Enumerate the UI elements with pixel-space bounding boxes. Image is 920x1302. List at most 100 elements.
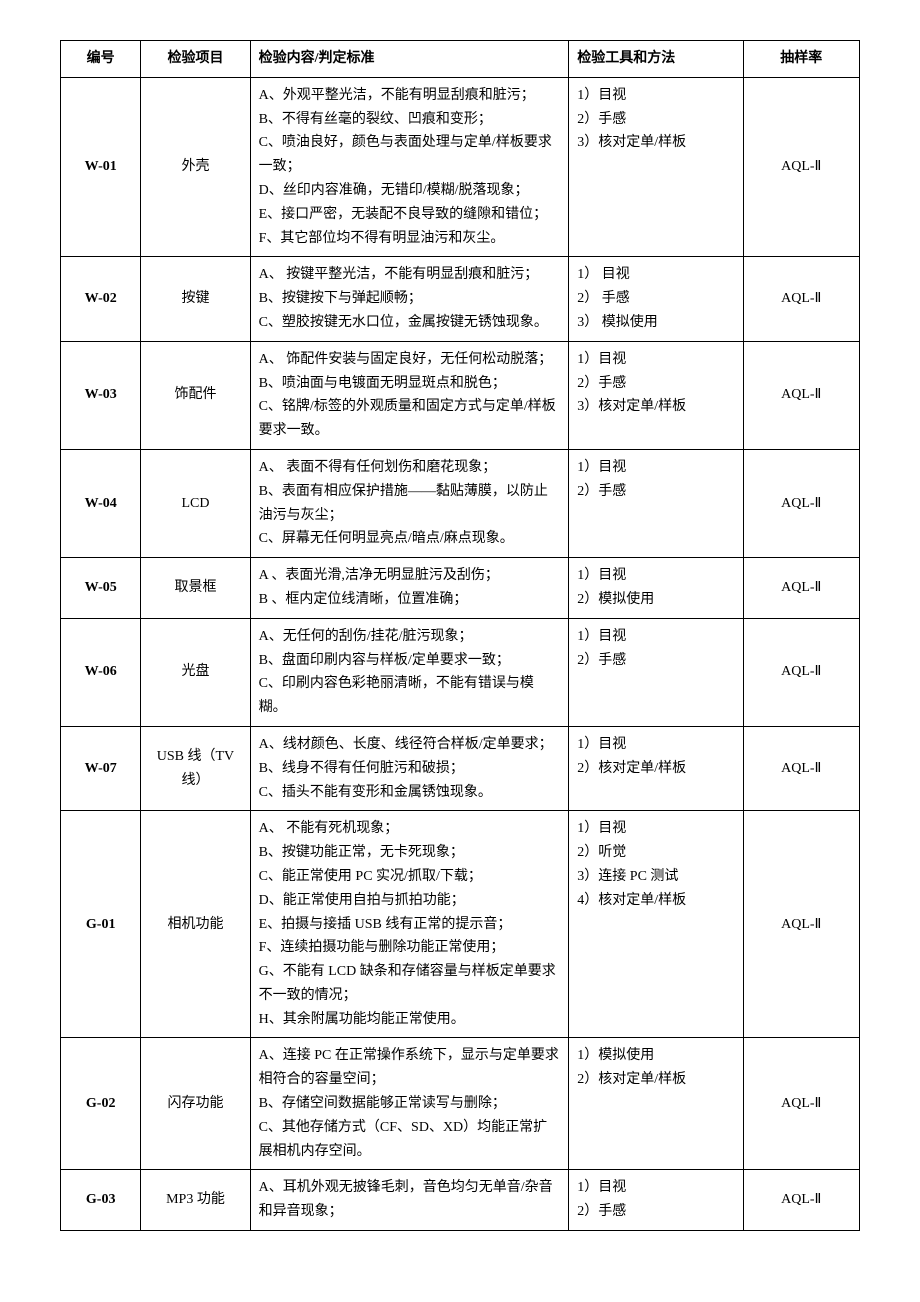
cell-content: A、 按键平整光洁，不能有明显刮痕和脏污；B、按键按下与弹起顺畅；C、塑胶按键无… xyxy=(250,257,569,341)
content-line: A、耳机外观无披锋毛刺，音色均匀无单音/杂音和异音现象； xyxy=(259,1176,561,1224)
cell-content: A 、表面光滑,洁净无明显脏污及刮伤；B 、框内定位线清晰，位置准确； xyxy=(250,558,569,619)
content-line: B、喷油面与电镀面无明显斑点和脱色； xyxy=(259,372,561,396)
method-line: 2）核对定单/样板 xyxy=(577,1068,734,1092)
cell-method: 1）目视2）听觉3）连接 PC 测试4）核对定单/样板 xyxy=(569,811,743,1038)
cell-item: LCD xyxy=(141,449,250,557)
method-line: 2）模拟使用 xyxy=(577,588,734,612)
cell-rate: AQL-Ⅱ xyxy=(743,1038,859,1170)
method-line: 2）手感 xyxy=(577,480,734,504)
cell-item: 光盘 xyxy=(141,618,250,726)
content-line: C、铭牌/标签的外观质量和固定方式与定单/样板要求一致。 xyxy=(259,395,561,443)
method-line: 2） 手感 xyxy=(577,287,734,311)
content-line: B、按键按下与弹起顺畅； xyxy=(259,287,561,311)
cell-rate: AQL-Ⅱ xyxy=(743,257,859,341)
table-row: G-01相机功能A、 不能有死机现象；B、按键功能正常，无卡死现象；C、能正常使… xyxy=(61,811,860,1038)
cell-rate: AQL-Ⅱ xyxy=(743,726,859,810)
method-line: 2）核对定单/样板 xyxy=(577,757,734,781)
cell-id: G-01 xyxy=(61,811,141,1038)
cell-rate: AQL-Ⅱ xyxy=(743,341,859,449)
method-line: 1）模拟使用 xyxy=(577,1044,734,1068)
content-line: B、线身不得有任何脏污和破损； xyxy=(259,757,561,781)
method-line: 4）核对定单/样板 xyxy=(577,889,734,913)
method-line: 2）手感 xyxy=(577,108,734,132)
content-line: F、其它部位均不得有明显油污和灰尘。 xyxy=(259,227,561,251)
cell-content: A、无任何的刮伤/挂花/脏污现象；B、盘面印刷内容与样板/定单要求一致；C、印刷… xyxy=(250,618,569,726)
header-id: 编号 xyxy=(61,41,141,78)
header-content: 检验内容/判定标准 xyxy=(250,41,569,78)
cell-item: 按键 xyxy=(141,257,250,341)
cell-method: 1）目视2）手感3）核对定单/样板 xyxy=(569,341,743,449)
method-line: 1） 目视 xyxy=(577,263,734,287)
method-line: 2）手感 xyxy=(577,372,734,396)
table-row: W-01外壳A、外观平整光洁，不能有明显刮痕和脏污；B、不得有丝毫的裂纹、凹痕和… xyxy=(61,77,860,257)
content-line: C、印刷内容色彩艳丽清晰，不能有错误与模糊。 xyxy=(259,672,561,720)
cell-item: 闪存功能 xyxy=(141,1038,250,1170)
content-line: G、不能有 LCD 缺条和存储容量与样板定单要求不一致的情况； xyxy=(259,960,561,1008)
cell-method: 1）目视2）核对定单/样板 xyxy=(569,726,743,810)
content-line: E、接口严密，无装配不良导致的缝隙和错位； xyxy=(259,203,561,227)
content-line: B、存储空间数据能够正常读写与删除； xyxy=(259,1092,561,1116)
content-line: B、不得有丝毫的裂纹、凹痕和变形； xyxy=(259,108,561,132)
content-line: B、盘面印刷内容与样板/定单要求一致； xyxy=(259,649,561,673)
content-line: B、按键功能正常，无卡死现象； xyxy=(259,841,561,865)
table-row: W-03饰配件A、 饰配件安装与固定良好，无任何松动脱落；B、喷油面与电镀面无明… xyxy=(61,341,860,449)
cell-rate: AQL-Ⅱ xyxy=(743,449,859,557)
cell-rate: AQL-Ⅱ xyxy=(743,1170,859,1231)
method-line: 2）手感 xyxy=(577,1200,734,1224)
cell-content: A、连接 PC 在正常操作系统下，显示与定单要求相符合的容量空间；B、存储空间数… xyxy=(250,1038,569,1170)
cell-id: W-07 xyxy=(61,726,141,810)
inspection-table: 编号 检验项目 检验内容/判定标准 检验工具和方法 抽样率 W-01外壳A、外观… xyxy=(60,40,860,1231)
cell-id: G-02 xyxy=(61,1038,141,1170)
cell-content: A、 表面不得有任何划伤和磨花现象；B、表面有相应保护措施——黏贴薄膜，以防止油… xyxy=(250,449,569,557)
method-line: 3） 模拟使用 xyxy=(577,311,734,335)
cell-content: A、线材颜色、长度、线径符合样板/定单要求；B、线身不得有任何脏污和破损；C、插… xyxy=(250,726,569,810)
method-line: 3）核对定单/样板 xyxy=(577,395,734,419)
cell-method: 1） 目视2） 手感3） 模拟使用 xyxy=(569,257,743,341)
table-row: G-02闪存功能A、连接 PC 在正常操作系统下，显示与定单要求相符合的容量空间… xyxy=(61,1038,860,1170)
content-line: B、表面有相应保护措施——黏贴薄膜，以防止油污与灰尘； xyxy=(259,480,561,528)
content-line: A、线材颜色、长度、线径符合样板/定单要求； xyxy=(259,733,561,757)
content-line: D、能正常使用自拍与抓拍功能； xyxy=(259,889,561,913)
content-line: A、 按键平整光洁，不能有明显刮痕和脏污； xyxy=(259,263,561,287)
cell-rate: AQL-Ⅱ xyxy=(743,618,859,726)
content-line: A、连接 PC 在正常操作系统下，显示与定单要求相符合的容量空间； xyxy=(259,1044,561,1092)
cell-id: W-06 xyxy=(61,618,141,726)
cell-method: 1）目视2）手感3）核对定单/样板 xyxy=(569,77,743,257)
content-line: A、无任何的刮伤/挂花/脏污现象； xyxy=(259,625,561,649)
content-line: A、 表面不得有任何划伤和磨花现象； xyxy=(259,456,561,480)
method-line: 1）目视 xyxy=(577,1176,734,1200)
cell-id: W-02 xyxy=(61,257,141,341)
content-line: C、屏幕无任何明显亮点/暗点/麻点现象。 xyxy=(259,527,561,551)
method-line: 1）目视 xyxy=(577,817,734,841)
method-line: 1）目视 xyxy=(577,348,734,372)
content-line: A、 饰配件安装与固定良好，无任何松动脱落； xyxy=(259,348,561,372)
content-line: C、插头不能有变形和金属锈蚀现象。 xyxy=(259,781,561,805)
cell-item: 取景框 xyxy=(141,558,250,619)
cell-content: A、耳机外观无披锋毛刺，音色均匀无单音/杂音和异音现象； xyxy=(250,1170,569,1231)
cell-method: 1）目视2）手感 xyxy=(569,618,743,726)
table-row: W-02按键A、 按键平整光洁，不能有明显刮痕和脏污；B、按键按下与弹起顺畅；C… xyxy=(61,257,860,341)
method-line: 1）目视 xyxy=(577,456,734,480)
method-line: 2）手感 xyxy=(577,649,734,673)
method-line: 1）目视 xyxy=(577,733,734,757)
content-line: D、丝印内容准确，无错印/模糊/脱落现象； xyxy=(259,179,561,203)
cell-id: W-03 xyxy=(61,341,141,449)
header-method: 检验工具和方法 xyxy=(569,41,743,78)
content-line: A 、表面光滑,洁净无明显脏污及刮伤； xyxy=(259,564,561,588)
cell-item: 外壳 xyxy=(141,77,250,257)
table-header-row: 编号 检验项目 检验内容/判定标准 检验工具和方法 抽样率 xyxy=(61,41,860,78)
cell-item: 饰配件 xyxy=(141,341,250,449)
cell-method: 1）目视2）模拟使用 xyxy=(569,558,743,619)
content-line: C、塑胶按键无水口位，金属按键无锈蚀现象。 xyxy=(259,311,561,335)
header-rate: 抽样率 xyxy=(743,41,859,78)
content-line: B 、框内定位线清晰，位置准确； xyxy=(259,588,561,612)
content-line: C、能正常使用 PC 实况/抓取/下载； xyxy=(259,865,561,889)
cell-item: 相机功能 xyxy=(141,811,250,1038)
table-row: G-03MP3 功能A、耳机外观无披锋毛刺，音色均匀无单音/杂音和异音现象；1）… xyxy=(61,1170,860,1231)
cell-rate: AQL-Ⅱ xyxy=(743,811,859,1038)
cell-item: USB 线（TV 线） xyxy=(141,726,250,810)
cell-id: W-04 xyxy=(61,449,141,557)
cell-id: W-01 xyxy=(61,77,141,257)
cell-content: A、 饰配件安装与固定良好，无任何松动脱落；B、喷油面与电镀面无明显斑点和脱色；… xyxy=(250,341,569,449)
method-line: 1）目视 xyxy=(577,564,734,588)
